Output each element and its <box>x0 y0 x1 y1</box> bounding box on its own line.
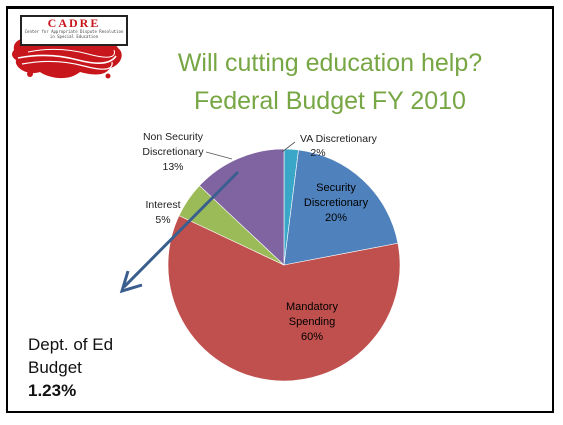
slice-label-non-security-discretionary-0: Non Security <box>143 131 204 143</box>
pie-slice-non-security-discretionary <box>199 148 285 266</box>
callout-arrow-head <box>119 270 143 294</box>
logo-plate <box>20 15 128 46</box>
slice-label-interest-1: 5% <box>155 214 170 226</box>
leader-line-va-discretionary <box>281 141 296 153</box>
callout-line2: Budget <box>28 358 82 377</box>
slice-label-non-security-discretionary-1: Discretionary <box>142 146 204 158</box>
callout-value: 1.23% <box>28 381 77 400</box>
slice-label-security-discretionary-0: Security <box>316 182 356 194</box>
logo-text: CADRE <box>47 16 101 30</box>
cadre-logo: CADRE Center for Appropriate Dispute Res… <box>8 8 128 88</box>
slide-title-line1: Will cutting education help? <box>177 49 483 77</box>
pie-slice-security-discretionary <box>283 149 399 266</box>
slice-label-interest-0: Interest <box>145 199 180 211</box>
dept-of-ed-callout: Dept. of Ed Budget 1.23% <box>28 333 148 402</box>
slice-label-mandatory-spending-0: Mandatory <box>286 301 338 313</box>
slice-label-non-security-discretionary-2: 13% <box>162 161 183 173</box>
callout-arrow-shaft <box>122 170 240 289</box>
slice-label-security-discretionary-1: Discretionary <box>304 197 369 209</box>
logo-subtitle: Center for Appropriate Dispute Resolutio… <box>24 29 124 39</box>
slice-label-mandatory-spending-2: 60% <box>301 331 323 343</box>
slice-label-security-discretionary-2: 20% <box>325 212 347 224</box>
callout-line1: Dept. of Ed <box>28 335 114 354</box>
slice-label-va-discretionary-0: VA Discretionary <box>300 133 378 145</box>
leader-line-non-security-discretionary <box>205 151 233 160</box>
slice-label-va-discretionary-1: 2% <box>310 147 325 159</box>
slice-label-mandatory-spending-1: Spending <box>289 316 336 328</box>
slide-title-line2: Federal Budget FY 2010 <box>194 87 466 115</box>
pie-slice-mandatory-spending <box>167 215 401 382</box>
